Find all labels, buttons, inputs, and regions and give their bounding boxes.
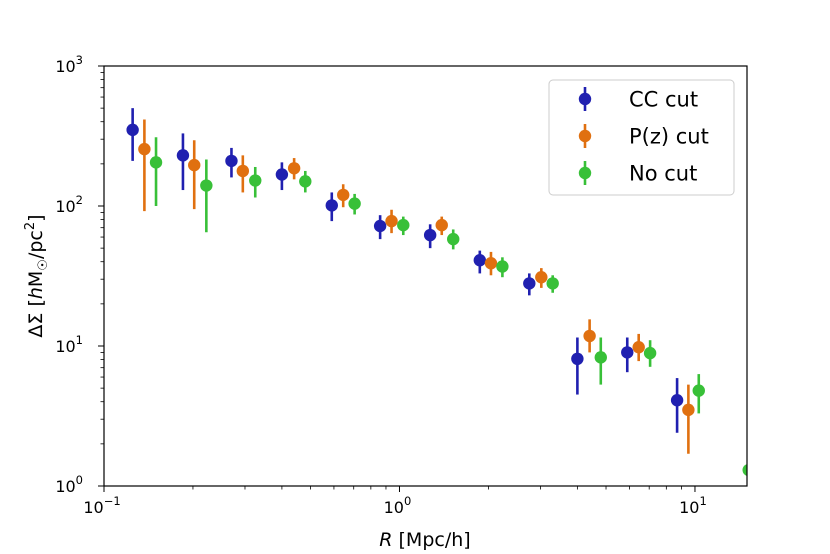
data-point <box>287 162 301 175</box>
data-point <box>742 464 747 477</box>
data-point <box>236 164 250 178</box>
series-no-cut <box>149 137 747 477</box>
x-tick-labels: 10−1 100 101 <box>83 494 706 517</box>
data-point <box>200 179 213 192</box>
legend-marker <box>578 166 592 180</box>
y-tick-label: 102 <box>55 193 83 216</box>
legend: CC cut P(z) cut No cut <box>548 79 735 196</box>
data-point <box>397 218 410 232</box>
legend-entry-cc-cut: CC cut <box>578 87 698 112</box>
data-point <box>692 384 705 397</box>
data-point <box>348 197 361 210</box>
legend-marker <box>578 129 592 143</box>
series-p-z-cut <box>138 119 695 454</box>
data-point <box>138 142 151 156</box>
data-point <box>423 228 437 242</box>
data-point <box>225 154 238 168</box>
series-cc-cut <box>126 108 684 433</box>
data-point <box>496 260 509 273</box>
series-layer <box>126 108 747 477</box>
data-point <box>249 174 262 187</box>
data-point <box>632 341 645 354</box>
data-point <box>535 271 548 284</box>
y-axis-label: ΔΣ [hM☉/pc2] <box>23 214 51 337</box>
data-point <box>435 218 448 232</box>
data-point <box>126 123 139 137</box>
data-point <box>621 346 634 359</box>
data-point <box>546 277 559 290</box>
data-point <box>447 232 460 246</box>
data-point <box>523 277 536 290</box>
data-point <box>583 329 596 343</box>
data-point <box>682 403 695 417</box>
major-ticks <box>98 65 696 492</box>
legend-marker <box>578 92 592 106</box>
legend-label: CC cut <box>629 88 698 112</box>
y-tick-label: 103 <box>55 53 83 76</box>
x-tick-label: 100 <box>384 494 412 517</box>
x-tick-label: 101 <box>679 494 707 517</box>
data-point <box>325 199 338 212</box>
x-axis-label: R [Mpc/h] <box>379 529 470 551</box>
data-point <box>670 394 684 407</box>
data-point <box>484 257 498 270</box>
data-point <box>149 156 163 169</box>
data-point <box>176 149 190 162</box>
legend-box <box>548 79 735 196</box>
y-tick-labels: 100 101 102 103 <box>55 53 83 496</box>
y-tick-label: 100 <box>55 473 83 496</box>
data-point <box>643 346 657 360</box>
data-point <box>275 168 289 181</box>
data-point <box>373 219 387 233</box>
legend-entry-no-cut: No cut <box>578 161 697 186</box>
plot-frame <box>103 65 748 487</box>
data-point <box>473 254 487 267</box>
legend-entry-p-z-cut: P(z) cut <box>578 124 709 149</box>
legend-label: No cut <box>629 162 697 186</box>
data-point <box>188 158 201 172</box>
legend-label: P(z) cut <box>629 125 709 149</box>
data-point <box>571 352 584 366</box>
data-point <box>337 188 350 202</box>
data-point <box>385 214 398 228</box>
x-tick-label: 10−1 <box>83 494 120 517</box>
data-point <box>594 351 607 364</box>
y-tick-label: 101 <box>55 333 83 356</box>
data-point <box>299 175 312 188</box>
